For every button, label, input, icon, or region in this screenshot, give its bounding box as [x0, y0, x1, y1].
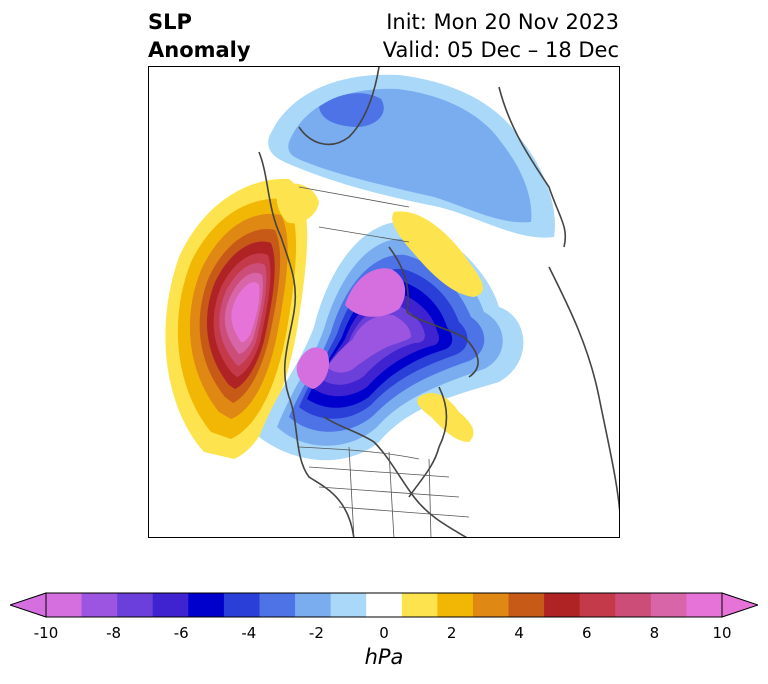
colorbar-tick-label: 6: [582, 624, 592, 642]
colorbar-segment: [366, 593, 403, 617]
colorbar-segment: [81, 593, 118, 617]
colorbar-tick-label: -10: [33, 624, 59, 642]
valid-range: Valid: 05 Dec – 18 Dec: [382, 38, 619, 62]
unit-label: hPa: [364, 645, 404, 669]
title-line-2: Anomaly: [148, 38, 251, 62]
colorbar-segment: [650, 593, 687, 617]
colorbar-segment: [401, 593, 438, 617]
colorbar-segment: [223, 593, 260, 617]
colorbar-tick-label: -2: [308, 624, 324, 642]
greenland-high-anomaly: [276, 183, 484, 442]
init-date: Init: Mon 20 Nov 2023: [386, 10, 619, 34]
borders: [298, 186, 470, 537]
colorbar-segment: [544, 593, 581, 617]
colorbar-segment: [472, 593, 510, 617]
colorbar-outline: [45, 592, 723, 618]
map-canvas: [165, 67, 619, 537]
colorbar-segment: [259, 593, 296, 617]
title-line-1: SLP: [148, 10, 192, 34]
colorbar-segment: [508, 593, 545, 617]
anomaly-map: [148, 66, 620, 538]
colorbar-segment: [686, 593, 723, 617]
arctic-low-anomaly: [268, 74, 555, 238]
colorbar-high-extend: [721, 592, 758, 618]
chart-title: SLP Anomaly: [148, 8, 251, 64]
colorbar-segment: [188, 593, 225, 617]
colorbar-tick-label: 4: [514, 624, 524, 642]
colorbar-tick-label: 8: [649, 624, 660, 642]
colorbar-segment: [437, 593, 474, 617]
colorbar-segment: [579, 593, 616, 617]
colorbar-segment: [615, 593, 652, 617]
pacific-high-anomaly: [165, 178, 308, 459]
colorbar-low-extend: [10, 592, 47, 618]
colorbar-tick-label: 0: [379, 624, 389, 642]
colorbar-ticks: -10 -8 -6 -4 -2 0 2 4 6 8 10: [0, 624, 768, 644]
colorbar-tick-label: -4: [241, 624, 257, 642]
colorbar-tick-label: 2: [446, 624, 457, 642]
colorbar: [10, 592, 758, 618]
colorbar-segments: [46, 593, 723, 617]
colorbar-segment: [330, 593, 367, 617]
colorbar-tick-label: -6: [173, 624, 189, 642]
colorbar-tick-label: -8: [106, 624, 122, 642]
colorbar-segment: [117, 593, 154, 617]
colorbar-segment: [46, 593, 83, 617]
colorbar-segment: [295, 593, 332, 617]
colorbar-segment: [152, 593, 189, 617]
coastlines: [258, 67, 619, 537]
colorbar-tick-label: 10: [712, 624, 732, 642]
date-info: Init: Mon 20 Nov 2023 Valid: 05 Dec – 18…: [383, 8, 619, 64]
